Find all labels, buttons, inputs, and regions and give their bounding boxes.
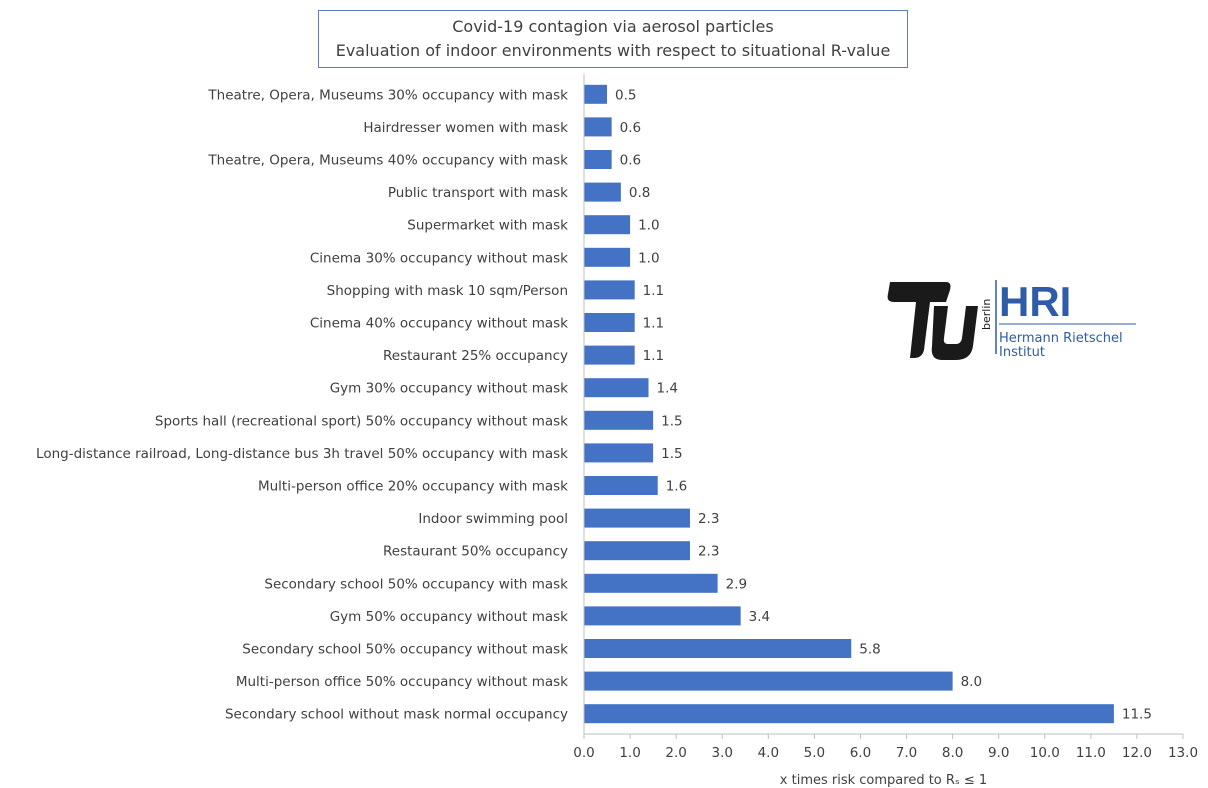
bar <box>584 443 654 463</box>
x-tick-label: 3.0 <box>711 745 732 761</box>
logo-org-line2: Institut <box>999 345 1045 360</box>
bar <box>584 476 658 495</box>
x-tick-label: 9.0 <box>988 745 1009 761</box>
category-label: Secondary school without mask normal occ… <box>225 707 568 723</box>
x-tick-label: 11.0 <box>1076 745 1106 761</box>
value-label: 0.8 <box>629 185 650 201</box>
category-label: Theatre, Opera, Museums 30% occupancy wi… <box>207 87 568 103</box>
bar <box>584 639 852 658</box>
bar <box>584 117 612 137</box>
bar <box>584 606 741 626</box>
logo-org-short: HRI <box>999 278 1071 325</box>
value-label: 0.6 <box>620 153 641 169</box>
bar <box>584 280 635 300</box>
value-label: 1.1 <box>643 316 664 332</box>
value-label: 2.9 <box>726 576 747 592</box>
bar <box>584 182 621 202</box>
value-label: 1.5 <box>661 413 682 429</box>
bar <box>584 215 631 235</box>
category-label: Secondary school 50% occupancy without m… <box>242 642 568 658</box>
value-label: 1.1 <box>643 283 664 299</box>
bar <box>584 410 654 430</box>
category-label: Supermarket with mask <box>407 218 568 234</box>
category-label: Cinema 40% occupancy without mask <box>310 316 568 332</box>
x-tick-label: 12.0 <box>1122 745 1152 761</box>
category-label: Long-distance railroad, Long-distance bu… <box>36 446 568 462</box>
value-label: 1.0 <box>638 218 659 234</box>
value-label: 1.1 <box>643 348 664 364</box>
x-tick-label: 0.0 <box>573 745 594 761</box>
bar <box>584 84 608 104</box>
bar <box>584 704 1114 724</box>
bar <box>584 313 635 332</box>
x-tick-label: 10.0 <box>1030 745 1060 761</box>
category-label: Restaurant 50% occupancy <box>383 544 568 560</box>
category-label: Indoor swimming pool <box>418 511 568 527</box>
bar <box>584 247 631 267</box>
logo-org-line1: Hermann Rietschel <box>999 331 1123 346</box>
category-label: Gym 50% occupancy without mask <box>330 609 568 625</box>
x-tick-label: 7.0 <box>896 745 917 761</box>
bar <box>584 541 690 561</box>
value-label: 5.8 <box>859 642 880 658</box>
category-label: Sports hall (recreational sport) 50% occ… <box>155 413 568 429</box>
tu-logo-u <box>931 306 978 360</box>
x-axis-title: x times risk compared to Rₛ ≤ 1 <box>780 773 987 788</box>
value-label: 0.6 <box>620 120 641 136</box>
category-label: Gym 30% occupancy without mask <box>330 381 568 397</box>
category-label: Restaurant 25% occupancy <box>383 348 568 364</box>
tu-berlin-hri-logo: berlin HRI Hermann Rietschel Institut <box>887 278 1136 360</box>
value-label: 8.0 <box>961 674 982 690</box>
x-tick-label: 13.0 <box>1168 745 1198 761</box>
value-label: 3.4 <box>749 609 770 625</box>
category-label: Public transport with mask <box>388 185 568 201</box>
x-tick-label: 5.0 <box>804 745 825 761</box>
bar <box>584 378 649 398</box>
bar <box>584 345 635 365</box>
category-label: Secondary school 50% occupancy with mask <box>264 576 568 592</box>
x-tick-label: 6.0 <box>850 745 871 761</box>
category-label: Multi-person office 50% occupancy withou… <box>236 674 568 690</box>
x-tick-label: 2.0 <box>665 745 686 761</box>
chart-subtitle: Evaluation of indoor environments with r… <box>335 41 891 60</box>
bar <box>584 671 953 691</box>
x-tick-label: 1.0 <box>619 745 640 761</box>
value-label: 2.3 <box>698 544 719 560</box>
bar <box>584 150 612 169</box>
value-label: 1.4 <box>657 381 678 397</box>
category-label: Theatre, Opera, Museums 40% occupancy wi… <box>207 153 568 169</box>
value-label: 1.5 <box>661 446 682 462</box>
value-label: 1.6 <box>666 479 687 495</box>
bar <box>584 508 690 528</box>
category-label: Hairdresser women with mask <box>363 120 568 136</box>
chart-title: Covid-19 contagion via aerosol particles <box>452 17 774 36</box>
value-label: 1.0 <box>638 250 659 266</box>
chart-title-box: Covid-19 contagion via aerosol particles… <box>318 10 908 68</box>
logo-vertical-text: berlin <box>980 299 993 330</box>
bar <box>584 573 718 593</box>
category-label: Cinema 30% occupancy without mask <box>310 250 568 266</box>
value-label: 0.5 <box>615 87 636 103</box>
value-label: 2.3 <box>698 511 719 527</box>
x-tick-label: 4.0 <box>758 745 779 761</box>
category-label: Shopping with mask 10 sqm/Person <box>327 283 568 299</box>
tu-logo-mark <box>887 282 951 358</box>
x-tick-label: 8.0 <box>942 745 963 761</box>
value-label: 11.5 <box>1122 707 1152 723</box>
category-label: Multi-person office 20% occupancy with m… <box>258 479 568 495</box>
